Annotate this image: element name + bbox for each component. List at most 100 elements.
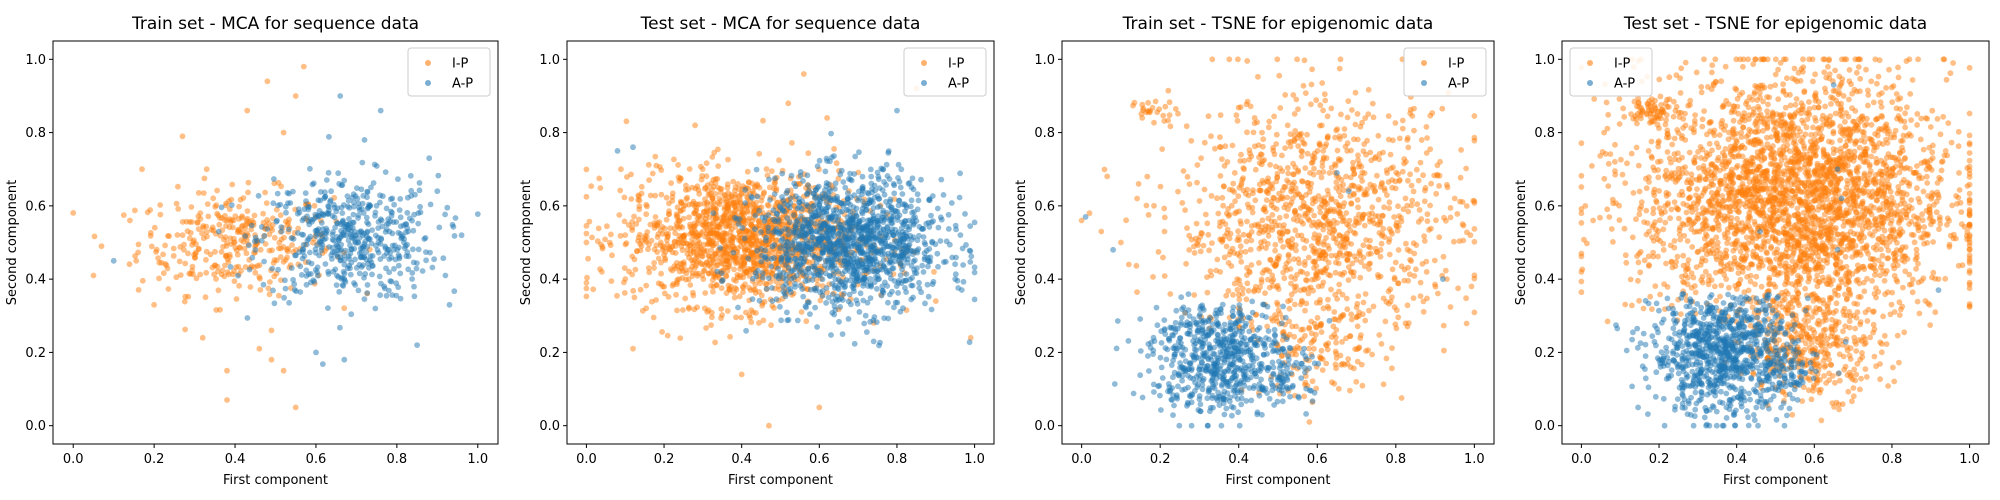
scatter-point	[1245, 192, 1252, 199]
scatter-point	[1455, 285, 1461, 292]
scatter-point	[364, 228, 371, 235]
scatter-point	[1336, 281, 1343, 288]
scatter-point	[1339, 291, 1346, 298]
scatter-point	[1317, 268, 1324, 275]
scatter-point	[1410, 188, 1417, 195]
scatter-point	[700, 218, 707, 225]
scatter-point	[727, 333, 733, 340]
scatter-point	[411, 283, 417, 290]
scatter-point	[825, 294, 832, 301]
scatter-point	[376, 273, 383, 280]
scatter-point	[686, 254, 692, 261]
scatter-point	[1417, 159, 1424, 166]
scatter-point	[952, 276, 959, 282]
scatter-point	[266, 231, 273, 238]
scatter-point	[262, 241, 269, 247]
scatter-point	[761, 298, 768, 305]
scatter-point	[714, 215, 720, 222]
scatter-point	[908, 197, 915, 204]
scatter-point	[908, 296, 915, 303]
scatter-point	[260, 210, 266, 217]
scatter-point	[903, 247, 910, 254]
scatter-point	[271, 300, 278, 307]
scatter-point	[1376, 332, 1383, 338]
scatter-point	[256, 274, 263, 280]
scatter-point	[638, 190, 645, 197]
scatter-point	[590, 286, 597, 293]
scatter-point	[742, 220, 749, 227]
scatter-point	[1347, 174, 1354, 181]
scatter-point	[706, 214, 713, 221]
scatter-point	[1423, 269, 1430, 275]
scatter-point	[788, 172, 795, 179]
scatter-point	[752, 212, 759, 219]
scatter-point	[377, 292, 383, 299]
scatter-point	[900, 263, 906, 269]
series-A-P	[614, 107, 978, 349]
scatter-point	[658, 191, 665, 198]
scatter-point	[749, 296, 756, 302]
scatter-point	[1282, 184, 1289, 191]
scatter-point	[1286, 258, 1292, 264]
scatter-point	[1256, 154, 1262, 161]
scatter-point	[406, 215, 413, 222]
scatter-point	[738, 314, 744, 321]
scatter-point	[199, 230, 205, 237]
scatter-point	[937, 214, 944, 221]
scatter-point	[671, 156, 677, 163]
scatter-point	[364, 189, 371, 196]
scatter-point	[1411, 127, 1417, 134]
scatter-point	[836, 281, 843, 288]
scatter-point	[173, 274, 180, 281]
scatter-point	[1424, 218, 1431, 225]
scatter-point	[1350, 166, 1356, 173]
scatter-point	[1349, 107, 1355, 113]
scatter-point	[930, 278, 937, 285]
scatter-point	[1393, 222, 1399, 229]
scatter-point	[1255, 223, 1261, 230]
scatter-point	[924, 281, 931, 288]
scatter-point	[345, 253, 352, 260]
scatter-point	[1238, 221, 1244, 227]
scatter-point	[278, 224, 285, 231]
scatter-point	[307, 233, 314, 240]
scatter-point	[1265, 232, 1272, 239]
scatter-point	[666, 211, 672, 218]
scatter-point	[1222, 143, 1229, 150]
scatter-point	[813, 259, 820, 266]
scatter-point	[746, 215, 753, 222]
scatter-point	[631, 256, 638, 263]
scatter-point	[847, 277, 854, 284]
scatter-point	[738, 191, 745, 198]
scatter-point	[1279, 152, 1285, 159]
scatter-point	[336, 180, 343, 187]
scatter-point	[1311, 231, 1318, 238]
scatter-point	[126, 217, 133, 224]
scatter-point	[1364, 186, 1371, 193]
scatter-point	[914, 249, 921, 256]
scatter-point	[367, 203, 373, 209]
scatter-point	[797, 221, 804, 228]
scatter-point	[1352, 230, 1359, 237]
scatter-point	[271, 176, 277, 182]
scatter-point	[621, 194, 628, 201]
scatter-point	[1306, 206, 1312, 212]
scatter-point	[696, 191, 703, 197]
scatter-point	[227, 264, 234, 270]
scatter-point	[1431, 257, 1438, 264]
scatter-point	[812, 265, 818, 272]
scatter-point	[233, 264, 240, 271]
scatter-point	[920, 234, 927, 240]
scatter-point	[434, 188, 441, 195]
scatter-point	[378, 217, 385, 224]
scatter-point	[1274, 255, 1281, 261]
scatter-point	[1277, 195, 1284, 202]
scatter-point	[308, 271, 314, 277]
scatter-point	[583, 166, 590, 173]
scatter-point	[1471, 238, 1478, 245]
scatter-point	[242, 233, 249, 240]
scatter-point	[1316, 252, 1323, 259]
scatter-point	[1431, 172, 1438, 179]
scatter-point	[680, 268, 686, 274]
scatter-point	[703, 160, 710, 167]
